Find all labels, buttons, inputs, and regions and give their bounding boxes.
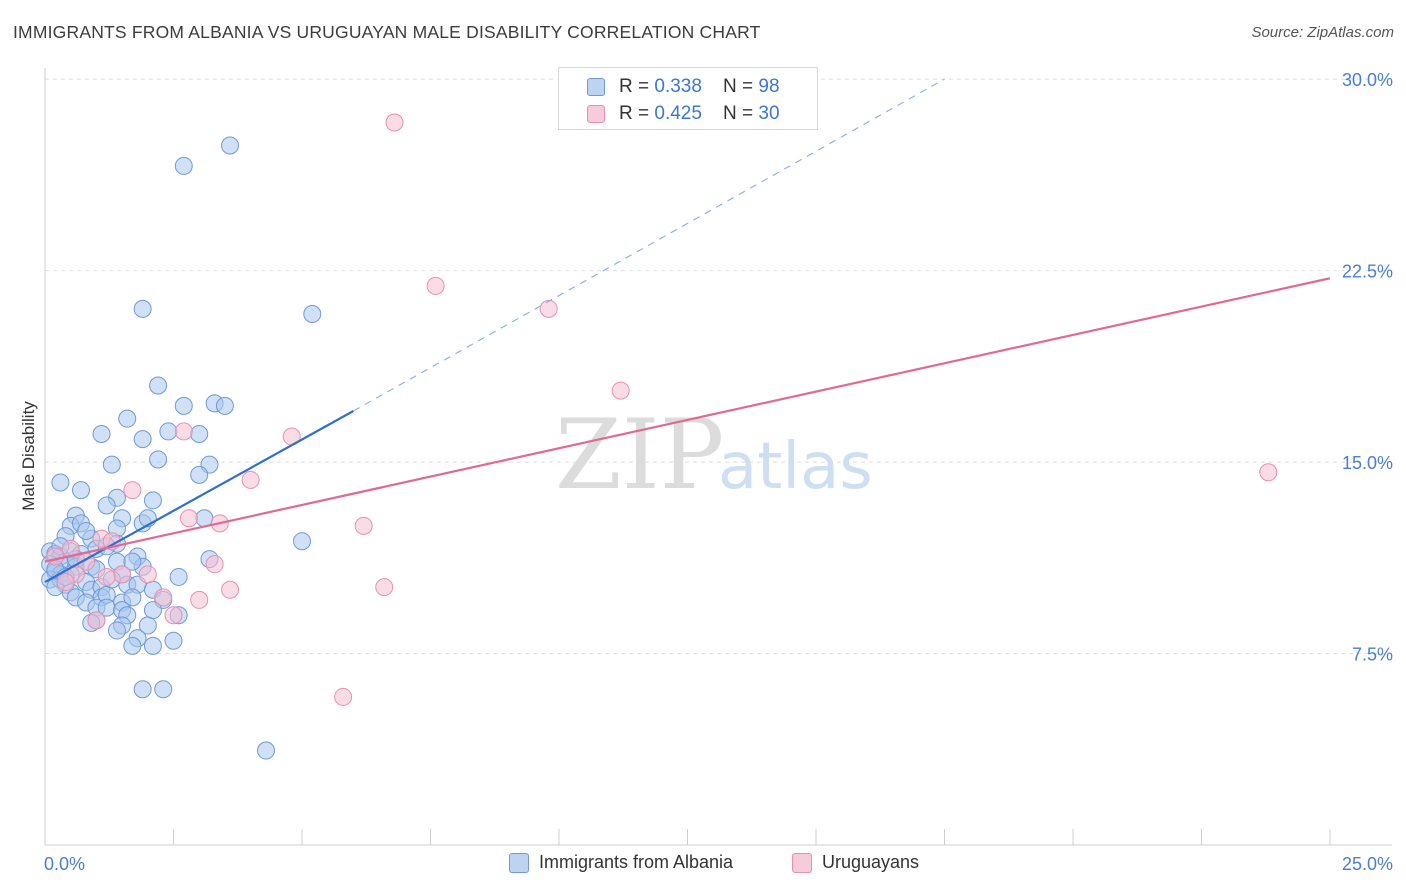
albania-point bbox=[51, 473, 70, 492]
axis-layer bbox=[44, 68, 1392, 846]
albania-point bbox=[159, 422, 178, 441]
watermark: ZIP atlas bbox=[555, 399, 873, 511]
legend-r-label: R = bbox=[619, 103, 655, 124]
uruguayans-point bbox=[123, 481, 142, 500]
uruguayans-point bbox=[354, 516, 373, 535]
albania-point bbox=[215, 396, 234, 415]
albania-point bbox=[190, 424, 209, 443]
albania-point bbox=[123, 588, 142, 607]
y-tick-label: 30.0% bbox=[1342, 70, 1393, 90]
albania-point bbox=[77, 521, 96, 540]
albania-point bbox=[221, 136, 240, 155]
albania-point bbox=[71, 481, 90, 500]
bottom-legend-swatch-albania bbox=[509, 853, 529, 873]
albania-point bbox=[92, 424, 111, 443]
uruguayans-point bbox=[174, 422, 193, 441]
uruguayans-point bbox=[539, 299, 558, 318]
uruguayans-point bbox=[61, 539, 80, 558]
albania-point bbox=[164, 631, 183, 650]
correlation-legend: R = 0.338 N = 98 R = 0.425 N = 30 bbox=[558, 67, 818, 130]
bottom-legend-swatch-uruguayans bbox=[792, 853, 812, 873]
albania-point bbox=[123, 636, 142, 655]
albania-point bbox=[169, 567, 188, 586]
albania-point bbox=[293, 532, 311, 551]
albania-point bbox=[174, 156, 193, 175]
trend-lines bbox=[44, 78, 1331, 584]
uruguayans-point bbox=[205, 555, 224, 574]
uruguayans-point bbox=[385, 113, 404, 132]
uruguayans-point bbox=[426, 276, 445, 295]
uruguayans-point bbox=[113, 565, 132, 584]
source-credit: Source: ZipAtlas.com bbox=[1251, 24, 1394, 41]
y-tick-label: 15.0% bbox=[1342, 453, 1393, 473]
legend-n-label: N = bbox=[723, 103, 759, 124]
uruguayans-point bbox=[334, 687, 353, 706]
legend-text-uruguayans: R = 0.425 N = 30 bbox=[619, 103, 780, 125]
series-albania-points bbox=[41, 136, 322, 760]
bottom-legend-label-uruguayans: Uruguayans bbox=[822, 852, 920, 872]
legend-n-value: 30 bbox=[758, 103, 780, 124]
albania-point bbox=[133, 299, 152, 318]
grid-layer bbox=[45, 78, 1392, 655]
albania-point bbox=[107, 621, 126, 640]
albania-point bbox=[123, 552, 142, 571]
uruguayans-point bbox=[1259, 463, 1278, 482]
legend-n-label: N = bbox=[723, 76, 759, 97]
legend-n-value: 98 bbox=[758, 76, 780, 97]
legend-r-value: 0.425 bbox=[654, 103, 702, 124]
albania-point bbox=[102, 455, 121, 474]
uruguayans-point bbox=[138, 565, 157, 584]
albania-point bbox=[133, 680, 152, 699]
series-uruguayans-points bbox=[46, 113, 1278, 706]
legend-swatch-uruguayans bbox=[587, 105, 605, 123]
albania-point bbox=[118, 409, 137, 428]
albania-point bbox=[154, 680, 173, 699]
y-tick-label: 22.5% bbox=[1342, 262, 1393, 282]
uruguayans-point bbox=[241, 470, 260, 489]
albania-point bbox=[303, 304, 322, 323]
albania-point bbox=[174, 396, 193, 415]
uruguayans-point bbox=[56, 573, 75, 592]
chart-title: IMMIGRANTS FROM ALBANIA VS URUGUAYAN MAL… bbox=[13, 22, 761, 42]
legend-r-value: 0.338 bbox=[654, 76, 702, 97]
albania-point bbox=[190, 465, 209, 484]
albania-point bbox=[138, 616, 157, 635]
uruguayans-point bbox=[97, 567, 116, 586]
uruguayans-point bbox=[611, 381, 630, 400]
albania-point bbox=[257, 741, 276, 760]
x-tick-label: 0.0% bbox=[44, 854, 85, 874]
watermark-zip: ZIP bbox=[555, 399, 724, 511]
uruguayans-point bbox=[179, 509, 198, 528]
uruguayans-point bbox=[164, 606, 183, 625]
uruguayans-point bbox=[221, 580, 240, 599]
albania-point bbox=[97, 496, 116, 515]
albania-trend-line bbox=[44, 410, 354, 584]
legend-swatch-albania bbox=[587, 78, 605, 96]
albania-point bbox=[149, 376, 168, 395]
uruguayans-point bbox=[87, 611, 106, 630]
x-tick-label: 25.0% bbox=[1342, 854, 1393, 874]
albania-point bbox=[143, 636, 162, 655]
bottom-legend-label-albania: Immigrants from Albania bbox=[539, 852, 734, 872]
albania-point bbox=[143, 491, 162, 510]
y-tick-label: 7.5% bbox=[1352, 645, 1393, 665]
legend-r-label: R = bbox=[619, 76, 655, 97]
watermark-atlas: atlas bbox=[718, 430, 873, 504]
y-axis-title: Male Disability bbox=[19, 401, 38, 511]
uruguayans-point bbox=[375, 578, 394, 597]
uruguayans-trend-line bbox=[44, 277, 1331, 563]
axis-labels: 7.5% 15.0% 22.5% 30.0% 0.0% 25.0% Male Disabil… bbox=[19, 70, 1393, 874]
albania-point bbox=[149, 450, 168, 469]
uruguayans-point bbox=[154, 588, 173, 607]
legend-text-albania: R = 0.338 N = 98 bbox=[619, 76, 780, 98]
albania-trend-extension bbox=[353, 78, 945, 412]
uruguayans-point bbox=[190, 590, 209, 609]
albania-point bbox=[133, 430, 152, 449]
uruguayans-point bbox=[46, 547, 65, 566]
